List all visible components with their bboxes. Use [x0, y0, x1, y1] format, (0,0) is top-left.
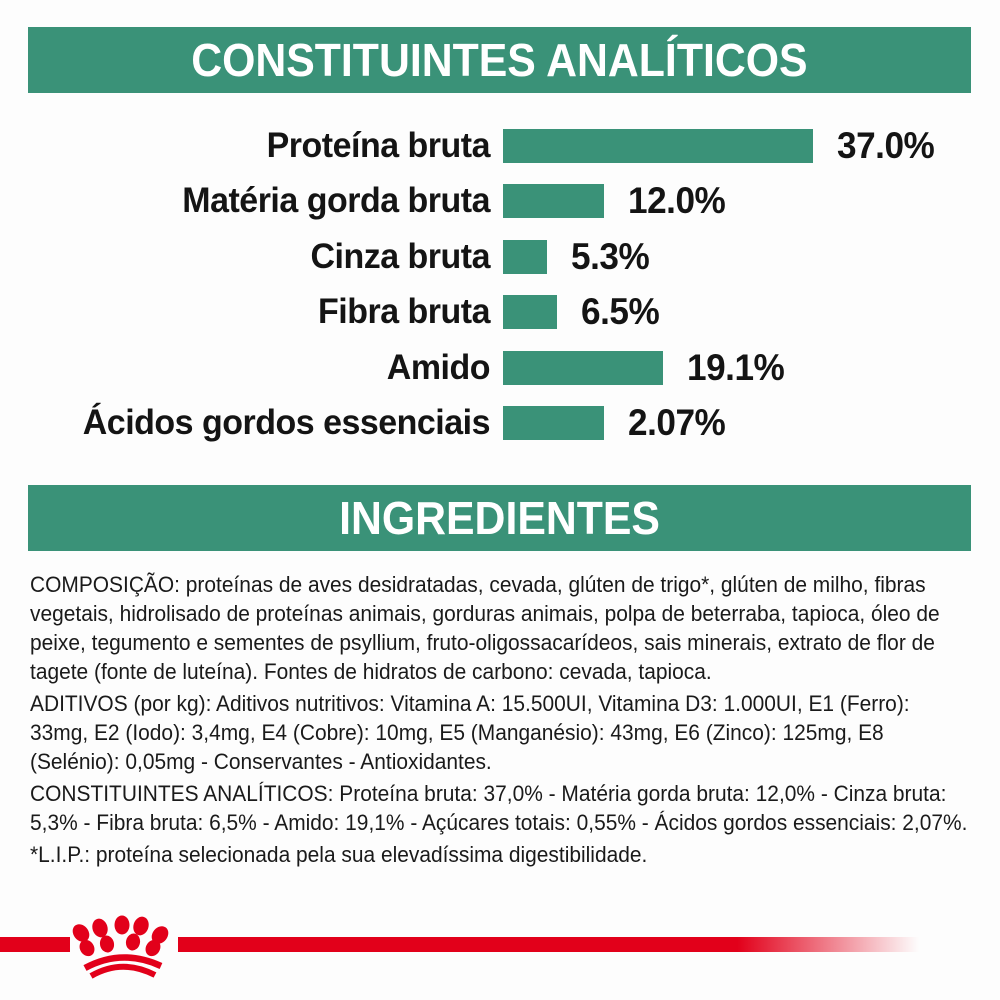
chart-bar [503, 184, 604, 219]
chart-value-label: 37.0% [837, 124, 935, 166]
ingredients-banner: INGREDIENTES [28, 485, 971, 551]
chart-value-label: 19.1% [687, 346, 785, 388]
chart-value-label: 6.5% [581, 291, 660, 333]
chart-row: Amido 19.1% [0, 340, 1000, 396]
chart-category-label: Cinza bruta [310, 236, 490, 276]
brand-stripe-right-fading [178, 937, 934, 952]
chart-value-label: 2.07% [628, 402, 726, 444]
royal-canin-crown-icon [72, 915, 169, 979]
lip-note-paragraph: *L.I.P.: proteína selecionada pela sua e… [30, 842, 648, 867]
chart-bar [503, 350, 663, 385]
analytical-chart: Proteína bruta 37.0% Matéria gorda bruta 12… [0, 118, 1000, 451]
chart-category-label: Fibra bruta [318, 292, 490, 332]
analytical-constituents-title: CONSTITUINTES ANALÍTICOS [191, 34, 808, 86]
chart-bar [503, 128, 813, 163]
analytical-constituents-paragraph: CONSTITUINTES ANALÍTICOS: Proteína bruta… [30, 781, 968, 835]
chart-value-label: 5.3% [571, 235, 650, 277]
chart-bar [503, 295, 557, 330]
chart-row: Proteína bruta 37.0% [0, 118, 1000, 174]
ingredients-text-block: COMPOSIÇÃO: proteínas de aves desidratad… [30, 570, 969, 872]
brand-stripe-left [0, 937, 70, 952]
chart-row: Cinza bruta 5.3% [0, 229, 1000, 285]
analytical-constituents-banner: CONSTITUINTES ANALÍTICOS [28, 27, 971, 93]
additives-paragraph: ADITIVOS (por kg): Aditivos nutritivos: … [30, 691, 910, 774]
chart-bar [503, 406, 604, 441]
chart-category-label: Amido [386, 347, 491, 387]
chart-category-label: Ácidos gordos essenciais [82, 403, 491, 443]
chart-category-label: Proteína bruta [266, 125, 491, 165]
chart-row: Fibra bruta 6.5% [0, 285, 1000, 341]
ingredients-title: INGREDIENTES [339, 492, 660, 544]
chart-row: Ácidos gordos essenciais 2.07% [0, 396, 1000, 452]
chart-category-label: Matéria gorda bruta [182, 181, 490, 221]
chart-value-label: 12.0% [628, 180, 726, 222]
chart-row: Matéria gorda bruta 12.0% [0, 174, 1000, 230]
chart-bar [503, 239, 547, 274]
composition-paragraph: COMPOSIÇÃO: proteínas de aves desidratad… [30, 572, 940, 684]
